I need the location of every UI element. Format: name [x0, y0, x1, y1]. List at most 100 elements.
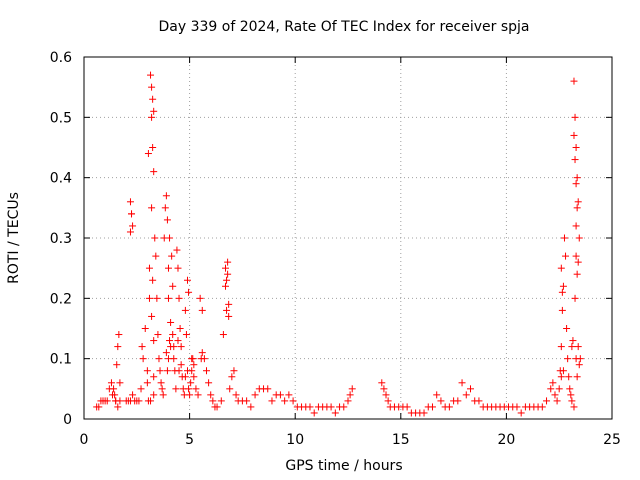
data-point: [251, 391, 259, 399]
data-point: [573, 270, 581, 278]
data-points: [93, 71, 584, 417]
data-point: [144, 150, 152, 158]
data-point: [135, 397, 143, 405]
data-point: [549, 379, 557, 387]
data-point: [182, 331, 190, 339]
data-point: [173, 246, 181, 254]
data-point: [148, 204, 156, 212]
data-point: [225, 300, 233, 308]
data-point: [433, 391, 441, 399]
data-point: [139, 355, 147, 363]
data-point: [176, 325, 184, 332]
data-point: [572, 180, 580, 188]
data-point: [384, 397, 392, 405]
data-point: [567, 391, 575, 399]
data-point: [174, 264, 182, 272]
data-point: [568, 397, 576, 405]
data-point: [156, 367, 164, 375]
data-point: [553, 397, 561, 405]
data-point: [558, 288, 566, 296]
data-point: [141, 325, 149, 332]
x-tick-label: 10: [286, 432, 304, 448]
data-point: [570, 131, 578, 139]
data-point: [222, 282, 230, 290]
data-point: [192, 385, 200, 393]
data-point: [574, 343, 582, 351]
data-point: [186, 391, 194, 399]
data-point: [147, 71, 155, 79]
data-point: [181, 306, 189, 314]
data-point: [285, 391, 293, 399]
data-point: [164, 355, 172, 363]
data-point: [116, 379, 124, 387]
data-point: [281, 397, 289, 405]
data-point: [128, 210, 136, 218]
data-point: [205, 379, 213, 387]
data-point: [148, 83, 156, 91]
data-point: [194, 391, 202, 399]
data-point: [166, 337, 174, 345]
data-point: [559, 367, 567, 375]
data-point: [149, 144, 157, 151]
data-point: [187, 379, 195, 387]
data-point: [551, 391, 559, 399]
data-point: [181, 373, 189, 381]
data-point: [163, 367, 171, 375]
data-point: [575, 361, 583, 369]
data-point: [568, 343, 576, 351]
data-point: [149, 95, 157, 103]
data-point: [150, 168, 158, 176]
data-point: [569, 337, 577, 345]
data-point: [264, 385, 272, 393]
data-point: [137, 385, 145, 393]
data-point: [570, 77, 578, 85]
data-point: [224, 270, 232, 278]
data-point: [150, 373, 158, 381]
x-tick-label: 20: [497, 432, 515, 448]
data-point: [217, 397, 225, 405]
data-point: [143, 379, 151, 387]
data-point: [572, 222, 580, 230]
data-point: [226, 385, 234, 393]
data-point: [566, 385, 574, 393]
data-point: [555, 385, 563, 393]
data-point: [559, 282, 567, 290]
y-tick-label: 0.3: [50, 231, 72, 247]
data-point: [517, 409, 525, 417]
data-point: [169, 282, 177, 290]
data-point: [183, 276, 191, 284]
data-point: [209, 397, 217, 405]
data-point: [571, 294, 579, 302]
data-point: [219, 331, 227, 339]
data-point: [462, 391, 470, 399]
data-point: [558, 306, 566, 314]
data-point: [445, 403, 453, 411]
data-point: [126, 228, 134, 236]
data-point: [268, 397, 276, 405]
data-point: [574, 258, 582, 266]
data-point: [513, 403, 521, 411]
data-point: [454, 397, 462, 405]
data-point: [571, 113, 579, 121]
y-tick-label: 0.6: [50, 50, 72, 66]
data-point: [228, 373, 236, 381]
data-point: [331, 409, 339, 417]
data-point: [380, 385, 388, 393]
data-point: [188, 367, 196, 375]
grid-lines: [84, 57, 612, 419]
data-point: [428, 403, 436, 411]
data-point: [197, 355, 205, 363]
data-point: [247, 403, 255, 411]
data-point: [114, 403, 122, 411]
data-point: [543, 397, 551, 405]
data-point: [458, 379, 466, 387]
data-point: [152, 252, 160, 260]
data-point: [154, 331, 162, 339]
data-point: [574, 198, 582, 206]
data-point: [162, 349, 170, 357]
data-point: [111, 391, 119, 399]
data-point: [185, 385, 193, 393]
data-point: [157, 379, 165, 387]
data-point: [175, 367, 183, 375]
y-axis-ticks: 0 0.1 0.2 0.3 0.4 0.5 0.6: [50, 50, 612, 428]
